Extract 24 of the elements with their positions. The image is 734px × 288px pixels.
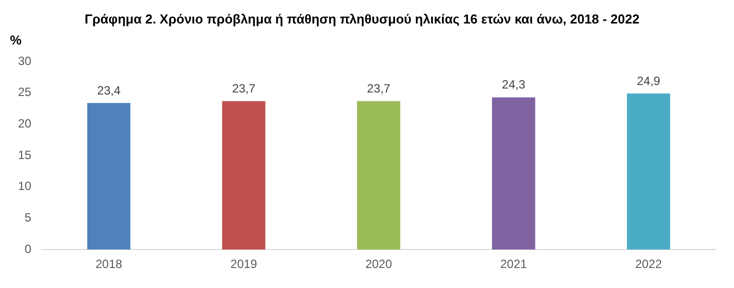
y-tick-label: 5 — [24, 210, 32, 225]
bar — [357, 101, 400, 250]
bar — [87, 102, 130, 250]
bar — [492, 97, 536, 250]
x-tick-label: 2018 — [95, 257, 122, 272]
bar — [626, 94, 670, 250]
bar — [222, 101, 266, 250]
y-tick-label: 25 — [18, 85, 32, 100]
y-tick-label: 15 — [18, 148, 32, 162]
x-tick-label: 2021 — [500, 257, 528, 272]
data-label: 24,3 — [502, 78, 526, 92]
data-label: 23,7 — [232, 81, 256, 96]
x-tick-label: 2019 — [230, 257, 258, 272]
chart-title: Γράφημα 2. Χρόνιο πρόβλημα ή πάθηση πληθυσμού ηλικίας 16 ετών και άνω, 2018 - 2022 — [84, 11, 640, 26]
data-label: 24,9 — [636, 74, 661, 88]
x-tick-label: 2020 — [365, 257, 392, 272]
y-tick-label: 20 — [18, 116, 32, 131]
y-axis-title: % — [10, 32, 22, 48]
data-label: 23,7 — [366, 81, 391, 96]
y-tick-label: 30 — [18, 54, 32, 68]
data-label: 23,4 — [97, 83, 121, 98]
x-tick-label: 2022 — [635, 257, 662, 272]
y-tick-label: 0 — [24, 242, 32, 256]
y-tick-label: 10 — [18, 179, 32, 194]
